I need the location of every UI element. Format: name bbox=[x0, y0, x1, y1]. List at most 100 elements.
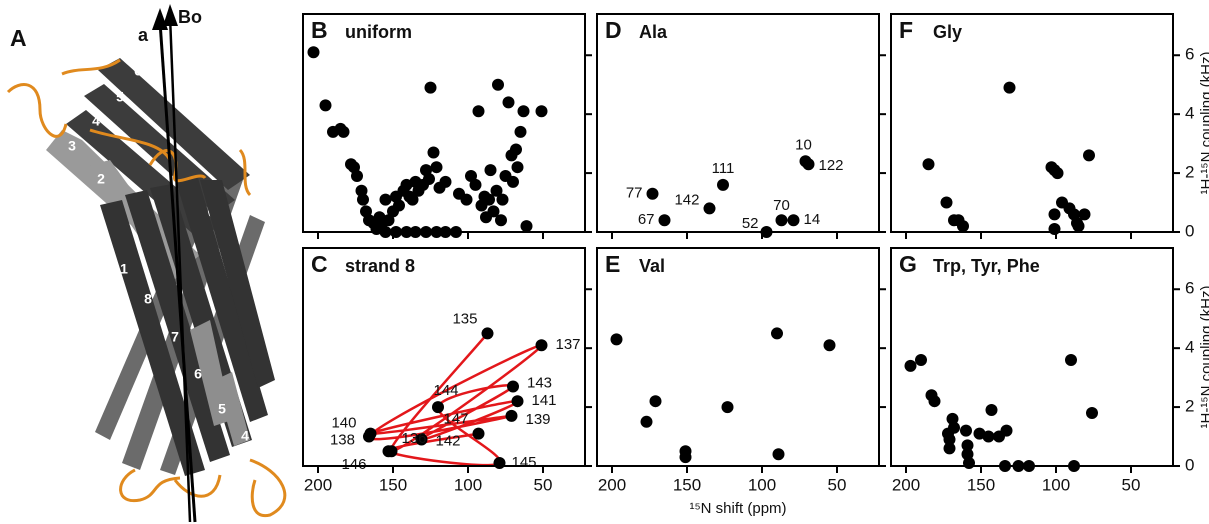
data-point bbox=[496, 193, 509, 206]
strand-number: 5 bbox=[218, 401, 226, 417]
data-point bbox=[943, 442, 956, 455]
data-point bbox=[319, 99, 332, 112]
panel: 200 150 100 50 E Val ¹⁵N shift (ppm) bbox=[596, 247, 886, 517]
y-tick-label: 2 bbox=[1185, 397, 1194, 416]
x-tick-label: 200 bbox=[304, 475, 332, 494]
data-point bbox=[961, 439, 974, 452]
point-label: 111 bbox=[712, 160, 735, 177]
data-point bbox=[382, 445, 395, 458]
data-point bbox=[535, 339, 548, 352]
point-label: 141 bbox=[532, 392, 557, 409]
point-label: 122 bbox=[819, 157, 844, 174]
data-point bbox=[703, 202, 716, 215]
x-tick-label: 50 bbox=[828, 475, 847, 494]
strand-number: 4 bbox=[241, 428, 249, 444]
data-point bbox=[982, 430, 995, 443]
front-light-strands bbox=[190, 320, 250, 446]
data-point bbox=[904, 359, 917, 372]
point-label: 52 bbox=[742, 215, 759, 232]
strand-number: 4 bbox=[92, 113, 100, 129]
data-point bbox=[502, 96, 515, 109]
point-label: 135 bbox=[452, 310, 477, 327]
data-point bbox=[1072, 220, 1085, 233]
data-point bbox=[307, 46, 320, 59]
panel-letter: A bbox=[10, 25, 27, 51]
point-label: 140 bbox=[331, 415, 356, 432]
data-point bbox=[483, 193, 495, 206]
strand-number: 1 bbox=[120, 261, 128, 277]
data-point bbox=[484, 164, 497, 177]
plot-frame bbox=[302, 247, 586, 467]
data-point bbox=[535, 105, 548, 118]
point-label: 138 bbox=[330, 432, 355, 449]
data-point bbox=[465, 170, 477, 183]
panel-title: uniform bbox=[345, 22, 412, 42]
panel-letter: E bbox=[605, 251, 620, 277]
panel-title: Gly bbox=[933, 22, 962, 42]
point-label: 139 bbox=[526, 411, 551, 428]
data-point bbox=[1048, 223, 1061, 236]
data-point bbox=[946, 412, 959, 425]
data-point bbox=[771, 327, 783, 340]
plot-frame bbox=[890, 13, 1174, 233]
axis-label: a bbox=[138, 25, 149, 45]
panel: 77 67 111 142 10 122 70 52 14 D Ala bbox=[596, 13, 886, 239]
point-label: 145 bbox=[512, 454, 537, 471]
panel: 200 150 100 50 135 136 137 138 139 140 141 142 143 14… bbox=[302, 247, 592, 494]
data-point bbox=[469, 178, 482, 191]
data-point bbox=[963, 457, 975, 470]
point-label: 70 bbox=[773, 197, 790, 214]
data-point bbox=[960, 424, 972, 437]
data-point bbox=[717, 178, 729, 191]
panel-letter: F bbox=[899, 17, 913, 43]
data-point bbox=[481, 327, 494, 340]
strand-number: 7 bbox=[171, 329, 179, 345]
data-point bbox=[1051, 167, 1064, 180]
plot-frame bbox=[302, 13, 586, 233]
point-label: 67 bbox=[638, 211, 655, 228]
point-label: 144 bbox=[433, 382, 458, 399]
strand-number: 3 bbox=[68, 138, 76, 154]
data-point bbox=[355, 184, 368, 197]
data-point bbox=[379, 193, 392, 206]
x-axis-title: ¹⁵N shift (ppm) bbox=[689, 500, 786, 517]
data-point bbox=[400, 178, 413, 191]
data-point bbox=[424, 81, 437, 94]
strand-number: 6 bbox=[134, 63, 142, 79]
strand-number: 2 bbox=[97, 171, 105, 187]
data-point bbox=[423, 172, 435, 185]
data-point bbox=[640, 415, 653, 428]
data-point bbox=[961, 448, 974, 461]
panel-title: Val bbox=[639, 256, 665, 276]
plot-frame bbox=[596, 13, 880, 233]
x-tick-label: 150 bbox=[967, 475, 995, 494]
data-point bbox=[507, 380, 519, 393]
point-label: 143 bbox=[527, 374, 552, 391]
data-point bbox=[382, 214, 395, 227]
front-strands bbox=[100, 178, 275, 476]
data-point bbox=[393, 199, 405, 212]
panel-letter: G bbox=[899, 251, 917, 277]
data-point bbox=[439, 175, 452, 188]
arrowhead bbox=[163, 4, 178, 26]
point-label: 147 bbox=[443, 411, 468, 428]
data-point bbox=[357, 193, 369, 206]
data-point bbox=[364, 427, 377, 440]
y-tick-label: 6 bbox=[1185, 279, 1194, 298]
data-point bbox=[1078, 208, 1091, 221]
x-tick-label: 50 bbox=[1122, 475, 1141, 494]
data-point bbox=[507, 175, 519, 188]
panel-title: Trp, Tyr, Phe bbox=[933, 256, 1040, 276]
data-point bbox=[495, 214, 507, 227]
data-point bbox=[721, 401, 734, 414]
data-point bbox=[1065, 353, 1077, 366]
y-tick-label: 6 bbox=[1185, 45, 1194, 64]
data-point bbox=[973, 427, 986, 440]
point-label: 146 bbox=[341, 456, 366, 473]
y-tick-label: 0 bbox=[1185, 455, 1194, 474]
data-point bbox=[1003, 81, 1016, 94]
data-point bbox=[472, 105, 485, 118]
point-label: 142 bbox=[436, 432, 461, 449]
data-point bbox=[1086, 406, 1098, 419]
